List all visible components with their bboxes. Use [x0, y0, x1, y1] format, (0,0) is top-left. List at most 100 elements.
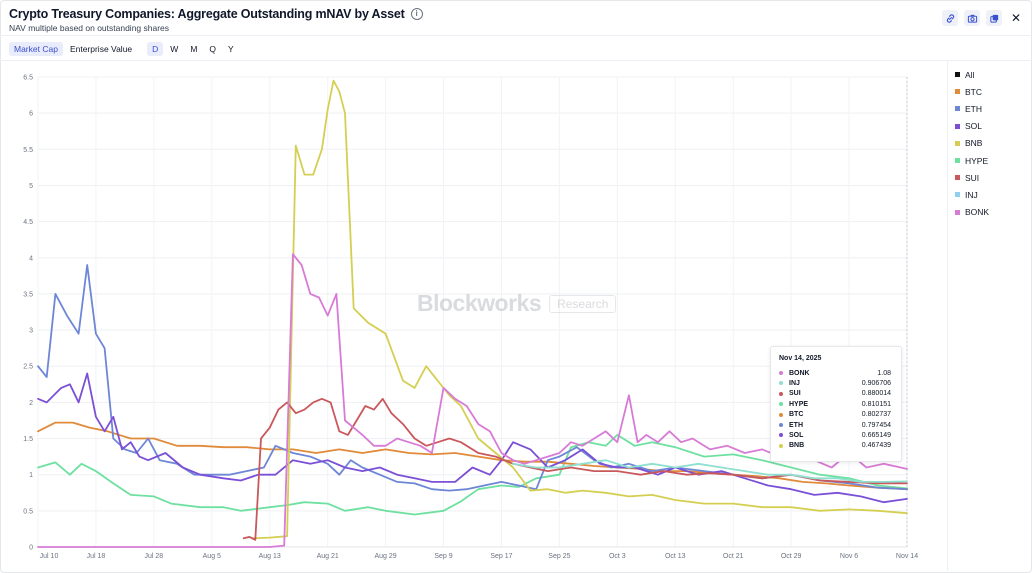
x-tick-label: Aug 29	[375, 553, 397, 560]
legend-item-bnb[interactable]: BNB	[955, 135, 989, 152]
line-chart: 0 0.5 1 1.5 2 2.5 3 3.5 4 4.5 5 5.5 6 6.5 Jul 10 Jul 18…	[23, 75, 918, 561]
tooltip-row-eth: ETH 0.797454	[779, 420, 891, 430]
y-tick-label: 3	[29, 328, 33, 335]
legend-divider	[947, 61, 948, 571]
legend-swatch	[955, 89, 960, 95]
tooltip-dot	[779, 391, 783, 396]
y-tick-label: 1.5	[23, 436, 33, 443]
legend-item-btc[interactable]: BTC	[955, 83, 989, 100]
legend-item-hype[interactable]: HYPE	[955, 152, 989, 169]
tooltip-series-value: 0.467439	[861, 442, 891, 450]
tooltip-series-name: SUI	[789, 390, 801, 398]
legend-swatch	[955, 209, 960, 215]
x-tick-label: Nov 14	[896, 553, 918, 560]
tooltip-series-value: 1.08	[877, 369, 891, 377]
metric-option-enterprise-value[interactable]: Enterprise Value	[69, 44, 133, 54]
series-line-btc	[37, 421, 908, 491]
tooltip-series-name: ETH	[789, 421, 803, 429]
legend-swatch	[955, 175, 960, 181]
x-tick-label: Jul 10	[40, 553, 59, 560]
x-tick-label: Oct 21	[723, 553, 744, 560]
tooltip-row-bnb: BNB 0.467439	[779, 441, 891, 451]
tooltip-series-value: 0.810151	[861, 400, 891, 408]
tooltip-row-inj: INJ 0.906706	[779, 378, 891, 388]
link-icon[interactable]	[942, 10, 958, 26]
watermark-brand: Blockworks	[417, 290, 542, 316]
watermark-tag: Research	[549, 294, 617, 313]
legend-label: SUI	[965, 172, 980, 183]
legend-item-sui[interactable]: SUI	[955, 169, 989, 186]
period-option-m[interactable]: M	[190, 44, 198, 54]
x-tick-label: Oct 3	[609, 553, 626, 560]
x-tick-label: Sep 25	[548, 553, 570, 560]
y-tick-label: 0	[29, 545, 33, 552]
legend-swatch	[955, 192, 960, 198]
layers-icon[interactable]	[986, 10, 1002, 26]
tooltip-series-name: BONK	[789, 369, 810, 377]
y-tick-label: 1	[29, 472, 33, 479]
legend-swatch	[955, 72, 960, 78]
tooltip-series-value: 0.802737	[861, 411, 891, 419]
watermark: Blockworks Research	[417, 290, 617, 317]
legend-label: INJ	[965, 189, 978, 200]
period-option-w[interactable]: W	[170, 44, 179, 54]
metric-option-market-cap[interactable]: Market Cap	[9, 42, 63, 56]
series-line-bonk	[37, 253, 908, 548]
y-tick-label: 6	[29, 111, 33, 118]
x-tick-label: Oct 13	[665, 553, 686, 560]
x-tick-label: Jul 18	[87, 553, 106, 560]
toolbar: ✕	[942, 10, 1024, 26]
tooltip-dot	[779, 443, 783, 448]
legend-swatch	[955, 158, 960, 164]
close-icon[interactable]: ✕	[1010, 11, 1022, 25]
tooltip-dot	[779, 412, 783, 417]
tooltip-series-name: BNB	[789, 442, 805, 450]
y-tick-label: 6.5	[23, 75, 33, 82]
chart-tooltip: Nov 14, 2025 BONK 1.08 INJ 0.906706 SUI 0.880…	[770, 346, 902, 462]
tooltip-series-value: 0.665149	[861, 431, 891, 439]
legend-item-bonk[interactable]: BONK	[955, 204, 989, 221]
x-tick-label: Nov 6	[840, 553, 858, 560]
tooltip-date: Nov 14, 2025	[779, 355, 822, 362]
series-line-sui	[242, 397, 908, 541]
legend: All BTC ETH SOL BNB HYPE SUI INJ BONK	[955, 66, 989, 221]
period-option-d[interactable]: D	[147, 42, 164, 56]
tooltip-row-sui: SUI 0.880014	[779, 389, 891, 399]
tooltip-series-value: 0.906706	[861, 379, 891, 387]
x-tick-label: Sep 17	[490, 553, 512, 560]
period-option-q[interactable]: Q	[209, 44, 217, 54]
tooltip-series-name: BTC	[789, 411, 804, 419]
legend-item-eth[interactable]: ETH	[955, 100, 989, 117]
legend-label: HYPE	[965, 155, 989, 166]
tooltip-row-hype: HYPE 0.810151	[779, 399, 891, 409]
info-icon[interactable]: i	[410, 8, 423, 20]
tooltip-row-sol: SOL 0.665149	[779, 430, 891, 440]
header-divider	[0, 35, 1030, 36]
legend-item-all[interactable]: All	[955, 66, 989, 83]
tooltip-dot	[779, 371, 783, 375]
legend-label: BONK	[965, 207, 990, 218]
metric-toggle: Market Cap Enterprise Value	[9, 42, 137, 56]
tooltip-dot	[779, 381, 783, 386]
tooltip-series-name: HYPE	[789, 400, 809, 408]
y-tick-label: 0.5	[23, 508, 33, 515]
series-line-hype	[37, 434, 908, 516]
chart-subtitle: NAV multiple based on outstanding shares	[9, 23, 170, 33]
controls-divider	[0, 60, 1030, 61]
camera-icon[interactable]	[964, 10, 980, 26]
period-option-y[interactable]: Y	[228, 44, 234, 54]
x-tick-label: Aug 21	[317, 553, 339, 560]
chart-header: Crypto Treasury Companies: Aggregate Out…	[9, 7, 423, 33]
legend-item-inj[interactable]: INJ	[955, 186, 989, 203]
chart-title: Crypto Treasury Companies: Aggregate Out…	[9, 7, 405, 21]
legend-label: BNB	[965, 138, 983, 149]
legend-item-sol[interactable]: SOL	[955, 118, 989, 135]
title-row: Crypto Treasury Companies: Aggregate Out…	[9, 7, 423, 21]
legend-swatch	[955, 106, 960, 112]
legend-label: SOL	[965, 121, 983, 132]
x-tick-label: Aug 5	[203, 553, 221, 560]
x-tick-label: Oct 29	[781, 553, 802, 560]
tooltip-dot	[779, 402, 783, 407]
y-tick-label: 5.5	[23, 147, 33, 154]
